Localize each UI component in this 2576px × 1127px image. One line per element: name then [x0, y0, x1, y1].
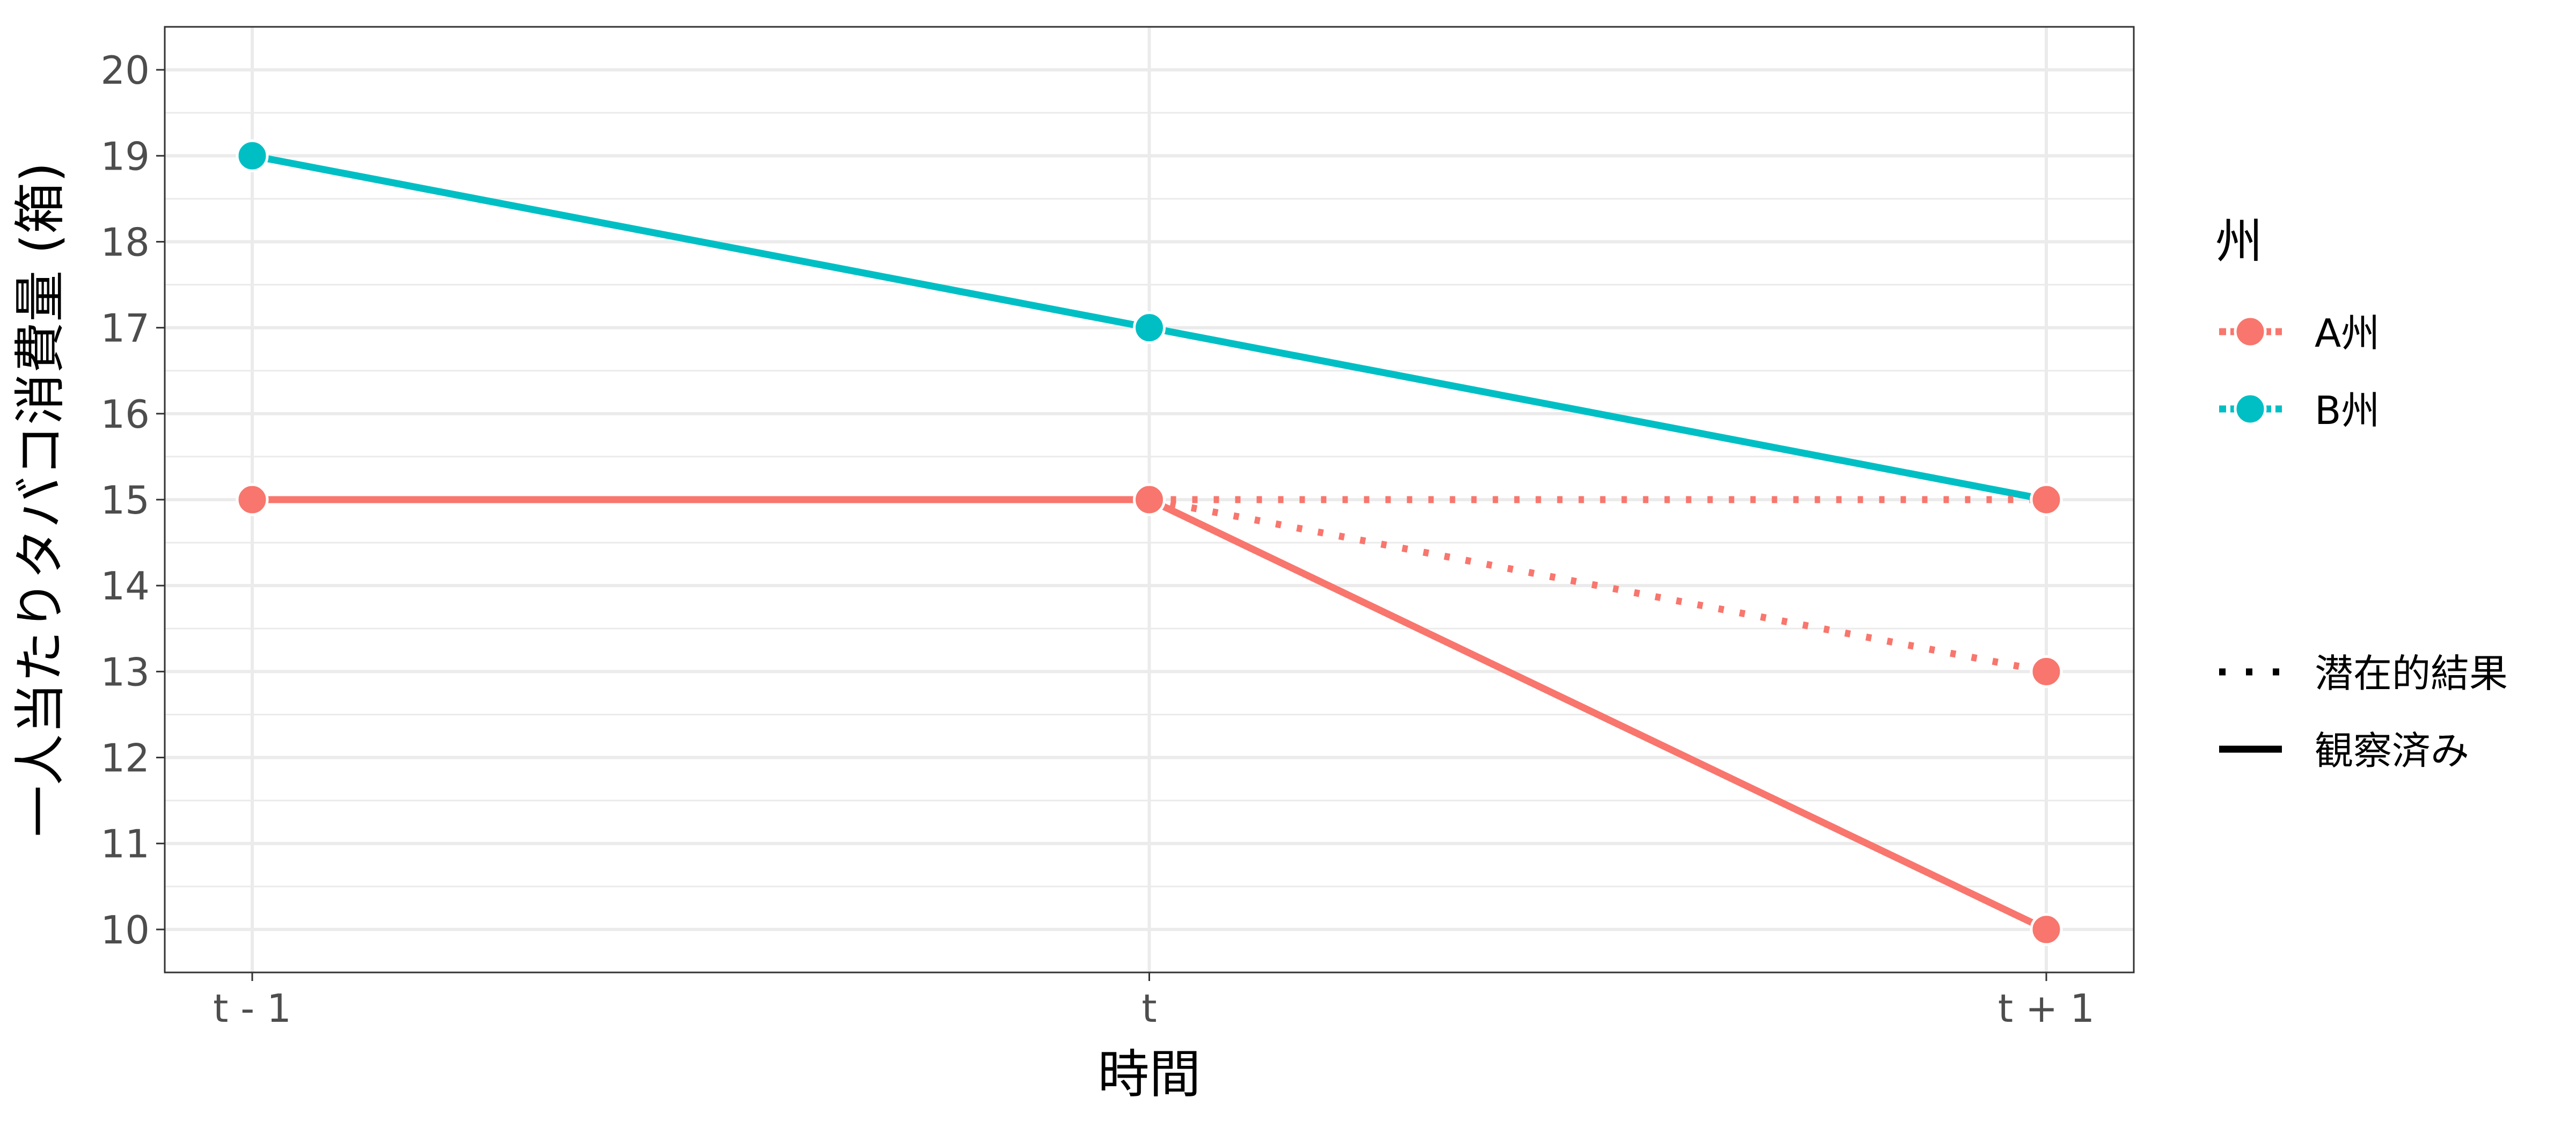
y-tick-label: 10 [100, 908, 150, 953]
y-tick-label: 19 [100, 134, 150, 179]
x-axis-title: 時間 [1098, 1044, 1201, 1104]
y-tick-label: 20 [100, 48, 150, 93]
x-tick-label: t - 1 [213, 986, 291, 1031]
legend-color-key-point [2234, 315, 2267, 348]
legend-linetype-label: 潜在的結果 [2315, 651, 2508, 696]
potential-outcome-line [1148, 496, 2047, 675]
data-point [1133, 483, 1166, 516]
data-point [2030, 655, 2063, 688]
series-points [236, 139, 2063, 946]
legend-color-key-point [2234, 392, 2267, 426]
x-tick-label: t [1141, 986, 1157, 1031]
plot-panel [164, 26, 2135, 974]
y-tick-label: 15 [100, 478, 150, 523]
observed-line [1147, 496, 2048, 933]
y-tick-label: 11 [100, 822, 150, 867]
legend-color-title: 州 [2215, 214, 2263, 269]
x-axis: t - 1 t t + 1 [213, 972, 2095, 1031]
data-point [1133, 311, 1166, 345]
data-point [2030, 483, 2063, 516]
y-tick-label: 17 [100, 306, 150, 351]
legend-linetype-label: 観察済み [2315, 728, 2469, 773]
x-tick-label: t + 1 [1998, 986, 2095, 1031]
y-tick-label: 13 [100, 649, 150, 694]
y-axis-title: 一人当たりタバコ消費量 (箱) [10, 162, 70, 837]
y-tick-label: 18 [100, 219, 150, 265]
data-point [236, 139, 269, 172]
y-tick-label: 16 [100, 392, 150, 437]
legend-color-label: B州 [2315, 388, 2380, 433]
data-point [2030, 913, 2063, 946]
y-axis: 10 11 12 13 14 15 16 17 18 19 20 [100, 48, 165, 953]
legend-color-label: A州 [2315, 311, 2380, 356]
data-point [236, 483, 269, 516]
y-tick-label: 14 [100, 564, 150, 609]
y-tick-label: 12 [100, 736, 150, 781]
legend-color-keys: A州 B州 [2219, 311, 2380, 433]
